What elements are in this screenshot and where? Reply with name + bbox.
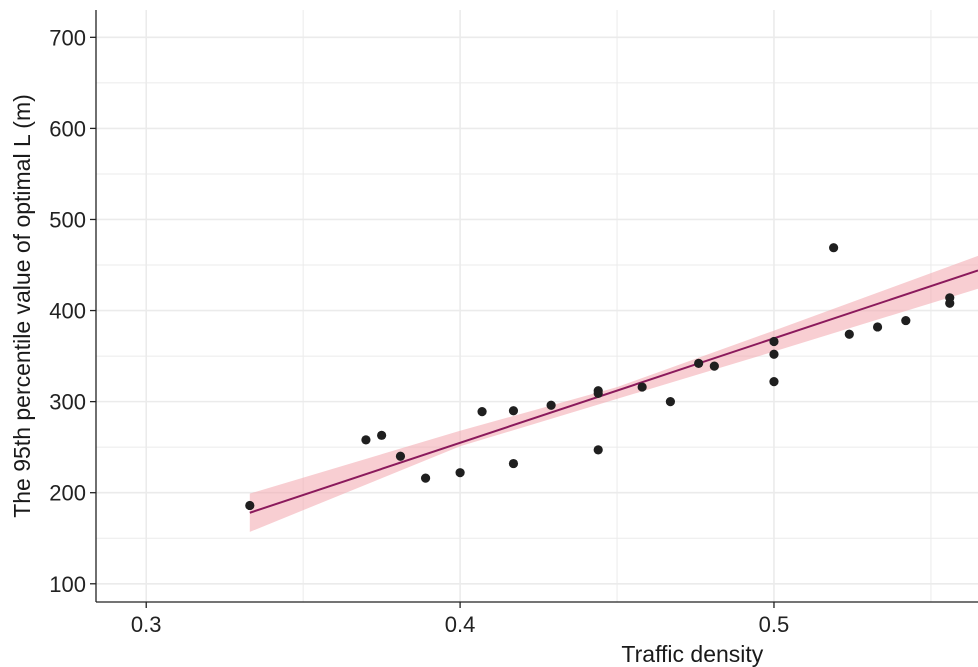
- x-axis-title: Traffic density: [621, 641, 763, 667]
- data-point: [829, 243, 839, 253]
- data-point: [945, 298, 955, 308]
- data-point: [245, 500, 255, 511]
- data-point: [637, 382, 647, 392]
- data-point: [769, 336, 779, 347]
- axes: [95, 10, 978, 603]
- data-point: [361, 435, 371, 445]
- x-tick-label: 0.3: [131, 612, 162, 637]
- data-point: [508, 458, 519, 469]
- data-point: [546, 400, 556, 410]
- data-point: [769, 349, 779, 359]
- data-point: [420, 473, 431, 483]
- confidence-band: [249, 255, 978, 532]
- data-point: [901, 315, 911, 326]
- y-axis-title: The 95th percentile value of optimal L (…: [9, 94, 35, 518]
- data-points: [245, 243, 955, 511]
- y-axis-ticks: 100 200 300 400 500 600 700: [49, 25, 96, 597]
- regression-line: [249, 269, 978, 514]
- y-tick-label: 700: [49, 25, 86, 50]
- data-point: [593, 388, 603, 399]
- x-tick-label: 0.4: [445, 612, 476, 637]
- confidence-band-layer: [249, 255, 978, 532]
- data-point: [593, 445, 603, 455]
- y-tick-label: 200: [49, 481, 86, 506]
- x-axis-ticks: 0.3 0.4 0.5: [131, 602, 789, 637]
- y-tick-label: 400: [49, 299, 86, 324]
- y-tick-label: 600: [49, 116, 86, 141]
- data-point: [377, 430, 387, 440]
- y-tick-label: 300: [49, 390, 86, 415]
- y-tick-label: 100: [49, 572, 86, 597]
- x-tick-label: 0.5: [759, 612, 790, 637]
- grid: [96, 10, 978, 602]
- data-point: [455, 468, 465, 478]
- data-point: [709, 361, 719, 371]
- y-tick-label: 500: [49, 207, 86, 232]
- data-point: [844, 329, 854, 339]
- fit-line-layer: [249, 269, 978, 514]
- data-point: [872, 322, 883, 332]
- data-point: [395, 451, 406, 461]
- data-point: [508, 406, 519, 416]
- data-point: [769, 376, 779, 387]
- data-point: [694, 358, 704, 368]
- data-point: [477, 407, 487, 417]
- data-point: [665, 397, 675, 407]
